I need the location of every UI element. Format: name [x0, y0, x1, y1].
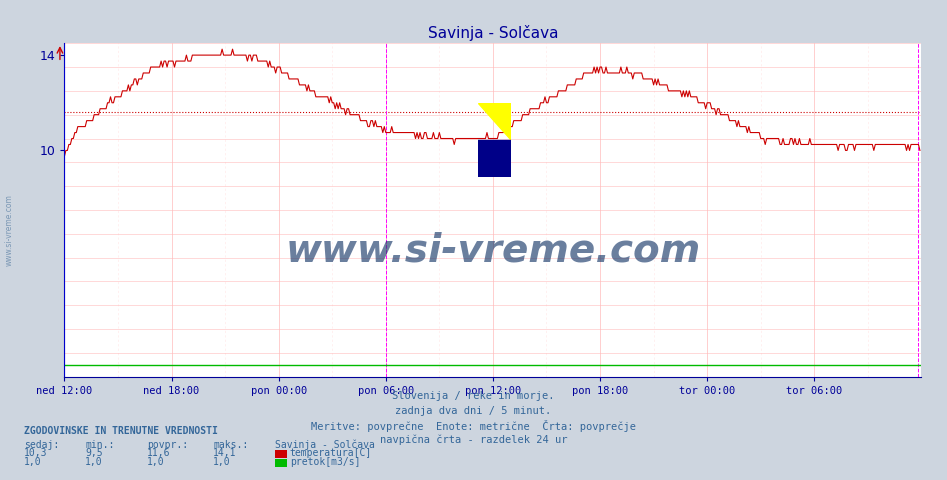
Text: Meritve: povprečne  Enote: metrične  Črta: povprečje: Meritve: povprečne Enote: metrične Črta:… — [311, 420, 636, 432]
Text: povpr.:: povpr.: — [147, 440, 188, 450]
Text: 1,0: 1,0 — [147, 457, 165, 467]
Text: sedaj:: sedaj: — [24, 440, 59, 450]
Text: 9,5: 9,5 — [85, 448, 103, 458]
Title: Savinja - Solčava: Savinja - Solčava — [428, 24, 558, 41]
Text: www.si-vreme.com: www.si-vreme.com — [285, 231, 701, 269]
Text: 1,0: 1,0 — [24, 457, 42, 467]
Text: min.:: min.: — [85, 440, 115, 450]
Text: maks.:: maks.: — [213, 440, 248, 450]
Text: temperatura[C]: temperatura[C] — [290, 448, 372, 458]
Text: pretok[m3/s]: pretok[m3/s] — [290, 457, 360, 467]
Text: zadnja dva dni / 5 minut.: zadnja dva dni / 5 minut. — [396, 406, 551, 416]
Text: 1,0: 1,0 — [85, 457, 103, 467]
Text: Slovenija / reke in morje.: Slovenija / reke in morje. — [392, 391, 555, 401]
Text: www.si-vreme.com: www.si-vreme.com — [5, 194, 14, 266]
Text: 1,0: 1,0 — [213, 457, 231, 467]
Text: 14,1: 14,1 — [213, 448, 237, 458]
Text: navpična črta - razdelek 24 ur: navpična črta - razdelek 24 ur — [380, 434, 567, 445]
Text: 11,6: 11,6 — [147, 448, 170, 458]
Text: 10,3: 10,3 — [24, 448, 47, 458]
Text: Savinja - Solčava: Savinja - Solčava — [275, 439, 374, 450]
Text: ZGODOVINSKE IN TRENUTNE VREDNOSTI: ZGODOVINSKE IN TRENUTNE VREDNOSTI — [24, 426, 218, 436]
